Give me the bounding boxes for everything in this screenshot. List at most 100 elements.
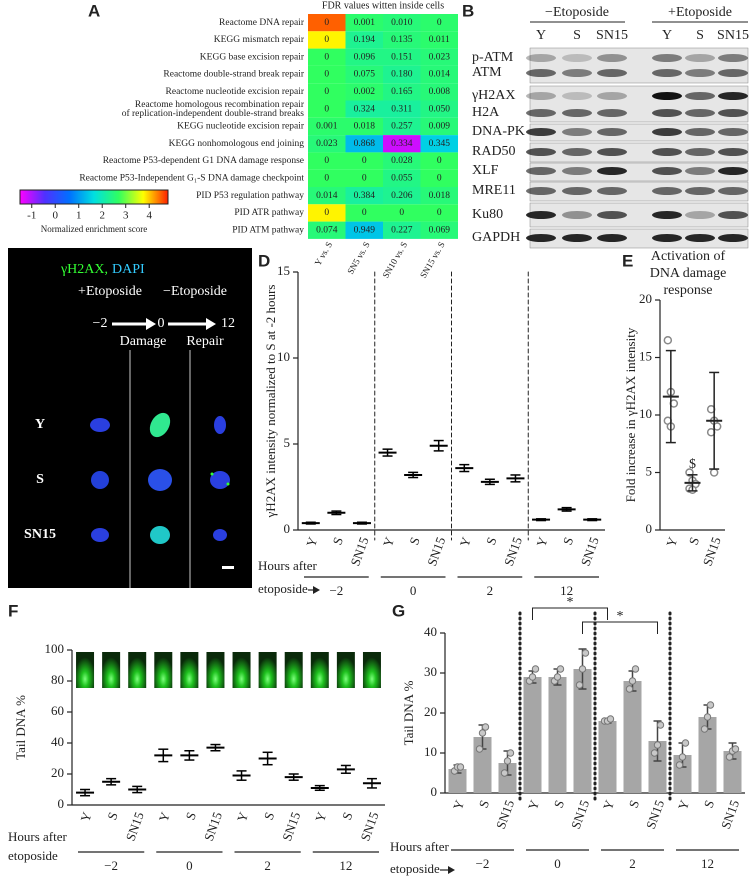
lane-label: Y — [536, 28, 546, 43]
cell-label: 0.075 — [354, 70, 376, 80]
column-label: SN15 vs. S — [418, 240, 447, 280]
x-tick-label: S — [483, 535, 500, 547]
cell-label: 0 — [324, 18, 329, 28]
data-point — [656, 721, 665, 729]
heat-cell — [420, 31, 458, 49]
row-label: Reactome nucleotide excision repair — [166, 87, 305, 97]
heat-cell — [420, 48, 458, 66]
band — [526, 167, 556, 175]
group-label: 2 — [629, 856, 636, 871]
cell-label: 0.023 — [316, 139, 338, 149]
data-point — [700, 725, 709, 733]
data-point — [556, 665, 565, 673]
data-point — [553, 673, 562, 681]
heat-cell — [308, 100, 346, 118]
column-label: Y vs. S — [313, 240, 335, 267]
heat-cell — [308, 135, 346, 153]
y-tick-label: 5 — [284, 435, 291, 450]
cell-label: 0.028 — [391, 156, 413, 166]
cell-label: 0 — [324, 35, 329, 45]
cell-label: 0.023 — [429, 52, 451, 62]
data-point — [475, 745, 484, 753]
chart-title: DNA damage — [650, 266, 727, 281]
x-tick-label: SN15 — [718, 798, 742, 831]
cell-label: 0.334 — [391, 139, 413, 149]
cell-label: 0 — [324, 104, 329, 114]
cell-label: 0.014 — [316, 191, 338, 201]
group-label: 0 — [410, 583, 417, 598]
data-point — [506, 749, 515, 757]
row-label: KEGG base excision repair — [200, 52, 305, 62]
cell-label: 0 — [399, 208, 404, 218]
data-point — [581, 649, 590, 657]
cell-label: 0.135 — [391, 35, 413, 45]
colorbar-tick-label: 2 — [99, 210, 105, 222]
x-axis-label: Hours after — [8, 829, 68, 844]
x-tick-label: S — [686, 535, 703, 547]
x-tick-label: S — [626, 798, 643, 810]
condition-label: −Etoposide — [545, 5, 609, 20]
band — [685, 211, 715, 219]
band — [685, 128, 715, 136]
data-point — [650, 749, 659, 757]
data-point — [456, 763, 465, 771]
data-point — [675, 761, 684, 769]
data-point — [531, 665, 540, 673]
heat-cell — [383, 48, 421, 66]
heat-cell — [345, 31, 383, 49]
x-tick-label: SN15 — [424, 535, 448, 568]
x-axis-label: Hours after — [390, 839, 450, 854]
band — [718, 187, 748, 195]
bar — [623, 681, 642, 793]
heat-cell — [308, 152, 346, 170]
heat-cell — [383, 169, 421, 187]
lane-label: S — [696, 28, 704, 43]
band — [597, 211, 627, 219]
colorbar-tick-label: -1 — [27, 210, 36, 222]
protein-label: GAPDH — [472, 230, 520, 245]
y-tick-label: 10 — [277, 349, 290, 364]
stain-label: DAPI — [112, 262, 145, 277]
band — [685, 234, 715, 242]
condition-label: −Etoposide — [163, 284, 227, 299]
group-label: −2 — [104, 858, 118, 873]
comet-image — [258, 652, 277, 688]
significance-label: * — [617, 609, 624, 624]
heat-cell — [345, 48, 383, 66]
x-axis-label: etoposide — [390, 861, 440, 876]
heatmap-title: FDR values witten inside cells — [322, 0, 444, 11]
group-label: −2 — [476, 856, 490, 871]
y-tick-label: 40 — [424, 624, 437, 639]
comet-image — [232, 652, 251, 688]
comet-image — [284, 652, 303, 688]
band — [562, 54, 592, 62]
protein-label: DNA-PK — [472, 124, 525, 139]
heat-cell — [420, 204, 458, 222]
data-point — [731, 745, 740, 753]
cell-label: 0.384 — [354, 191, 376, 201]
group-label: 12 — [339, 858, 352, 873]
heat-cell — [420, 152, 458, 170]
band — [718, 109, 748, 117]
cell-label: 0.018 — [429, 191, 451, 201]
heat-cell — [308, 221, 346, 239]
column-label: SN10 vs. S — [380, 240, 409, 280]
cell-label: 0.018 — [354, 122, 376, 132]
data-point — [706, 701, 715, 709]
x-tick-label: Y — [675, 797, 693, 812]
arrow — [146, 318, 156, 330]
y-tick-label: 0 — [284, 521, 291, 536]
band — [685, 69, 715, 77]
x-tick-label: S — [339, 810, 356, 822]
group-label: 12 — [701, 856, 714, 871]
heat-cell — [383, 14, 421, 32]
condition-label: +Etoposide — [668, 5, 732, 20]
cell-label: 0.180 — [391, 70, 413, 80]
x-tick-label: SN15 — [123, 810, 147, 843]
bar — [523, 677, 542, 793]
heat-cell — [420, 187, 458, 205]
heat-cell — [383, 204, 421, 222]
colorbar-tick-label: 3 — [123, 210, 129, 222]
band — [597, 109, 627, 117]
x-tick-label: SN15 — [201, 810, 225, 843]
